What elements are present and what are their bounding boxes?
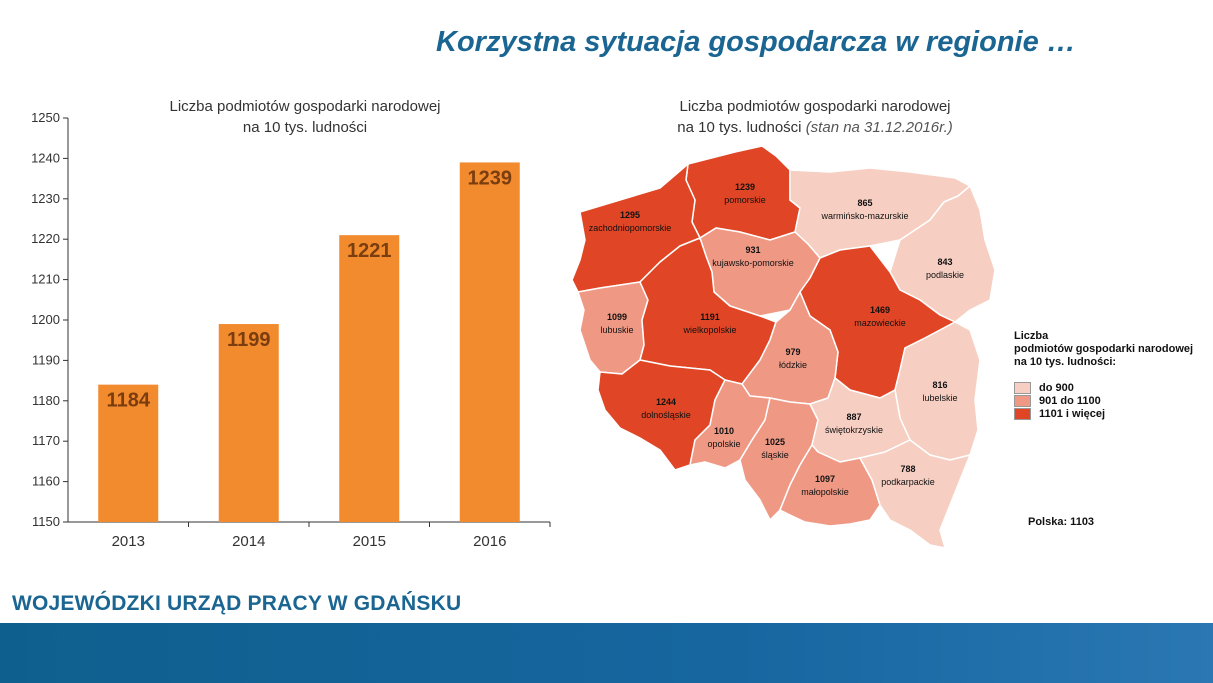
legend-item: do 900: [1014, 381, 1204, 394]
bar-chart: 1150 1160 1170 1180 1190 1200 1210 1220 1230 1240…: [31, 110, 551, 550]
page-title: Korzystna sytuacja gospodarcza w regioni…: [436, 26, 1076, 58]
region-name-label: wielkopolskie: [682, 325, 736, 335]
region-name-label: pomorskie: [724, 195, 766, 205]
y-tick-label: 1200: [31, 312, 60, 327]
y-tick-label: 1180: [32, 393, 60, 408]
region-name-label: opolskie: [707, 439, 740, 449]
legend-title-line1: Liczba: [1014, 330, 1049, 342]
region-value-label: 1010: [714, 426, 734, 436]
legend-label: do 900: [1039, 381, 1074, 394]
region-name-label: dolnośląskie: [641, 410, 691, 420]
region-name-label: łódzkie: [779, 360, 807, 370]
region-value-label: 1469: [870, 305, 890, 315]
region-name-label: podkarpackie: [881, 477, 935, 487]
region-value-label: 1099: [607, 312, 627, 322]
y-tick-label: 1230: [31, 191, 60, 206]
region-value-label: 865: [857, 198, 872, 208]
region-value-label: 1191: [700, 312, 720, 322]
legend-title-line2: podmiotów gospodarki narodowej: [1014, 343, 1194, 355]
region-name-label: zachodniopomorskie: [589, 223, 672, 233]
region-value-label: 788: [900, 464, 915, 474]
bar-value-label: 1199: [227, 329, 270, 351]
x-tick-label: 2016: [473, 533, 506, 550]
y-tick-label: 1220: [31, 231, 60, 246]
x-tick-label: 2014: [232, 533, 265, 550]
map-title-note: (stan na 31.12.2016r.): [805, 119, 953, 136]
y-tick-label: 1250: [31, 110, 60, 125]
x-tick-label: 2015: [353, 533, 386, 550]
y-tick-label: 1210: [31, 272, 60, 287]
bar: [218, 324, 279, 522]
legend-item: 901 do 1100: [1014, 394, 1204, 407]
map-legend: Liczba podmiotów gospodarki narodowej na…: [1014, 330, 1204, 420]
bar-chart-title-line1: Liczba podmiotów gospodarki narodowej: [169, 98, 441, 115]
region-value-label: 887: [846, 412, 861, 422]
region-value-label: 843: [937, 257, 952, 267]
region-name-label: lubuskie: [600, 325, 633, 335]
x-tick-label: 2013: [112, 533, 145, 550]
region-value-label: 1025: [765, 437, 785, 447]
y-tick-label: 1190: [32, 352, 60, 367]
region-value-label: 1244: [656, 397, 676, 407]
region-opolskie: [689, 379, 771, 469]
bar-chart-title-line2: na 10 tys. ludności: [242, 119, 368, 136]
y-tick-label: 1240: [31, 150, 60, 165]
region-pomorskie: [685, 145, 801, 241]
legend-label: 1101 i więcej: [1039, 407, 1106, 420]
region-name-label: kujawsko-pomorskie: [712, 258, 794, 268]
region-name-label: mazowieckie: [854, 318, 906, 328]
bar-value-label: 1221: [347, 240, 392, 262]
poland-map: 1239 pomorskie 1295 zachodniopomorskie 865 wa…: [571, 145, 996, 549]
footer-org-name: WOJEWÓDZKI URZĄD PRACY W GDAŃSKU: [12, 592, 462, 615]
y-tick-label: 1150: [32, 514, 60, 529]
region-value-label: 816: [932, 380, 947, 390]
legend-item: 1101 i więcej: [1014, 407, 1204, 420]
y-tick-label: 1160: [32, 474, 60, 489]
region-value-label: 1295: [620, 210, 640, 220]
map-title-line2: na 10 tys. ludności (stan na 31.12.2016r…: [600, 117, 1030, 138]
bar: [459, 162, 520, 522]
region-name-label: małopolskie: [801, 487, 849, 497]
region-value-label: 931: [745, 245, 760, 255]
bar: [98, 384, 159, 522]
region-name-label: podlaskie: [926, 270, 964, 280]
legend-swatch: [1014, 394, 1031, 407]
y-tick-label: 1170: [32, 433, 60, 448]
region-name-label: warmińsko-mazurskie: [820, 211, 908, 221]
region-value-label: 1239: [735, 182, 755, 192]
region-value-label: 1097: [815, 474, 835, 484]
map-title-line1: Liczba podmiotów gospodarki narodowej: [679, 98, 951, 115]
legend-swatch: [1014, 407, 1031, 420]
region-malopolskie: [779, 444, 881, 527]
bar-value-label: 1184: [107, 390, 151, 412]
legend-label: 901 do 1100: [1039, 394, 1101, 407]
region-podkarpackie: [859, 439, 971, 549]
region-podlaskie: [889, 185, 996, 323]
map-title-line2-text: na 10 tys. ludności: [677, 119, 802, 136]
poland-total: Polska: 1103: [1028, 516, 1095, 528]
map-title: Liczba podmiotów gospodarki narodowej na…: [600, 96, 1030, 138]
bar-chart-title: Liczba podmiotów gospodarki narodowej na…: [120, 96, 490, 138]
region-name-label: śląskie: [761, 450, 789, 460]
bar-value-label: 1239: [468, 167, 513, 189]
region-name-label: lubelskie: [922, 393, 957, 403]
region-value-label: 979: [785, 347, 800, 357]
region-name-label: świętokrzyskie: [825, 425, 883, 435]
footer-band: [0, 623, 1213, 683]
bar: [339, 235, 400, 522]
legend-title-line3: na 10 tys. ludności:: [1014, 356, 1117, 368]
legend-swatch: [1014, 381, 1031, 394]
